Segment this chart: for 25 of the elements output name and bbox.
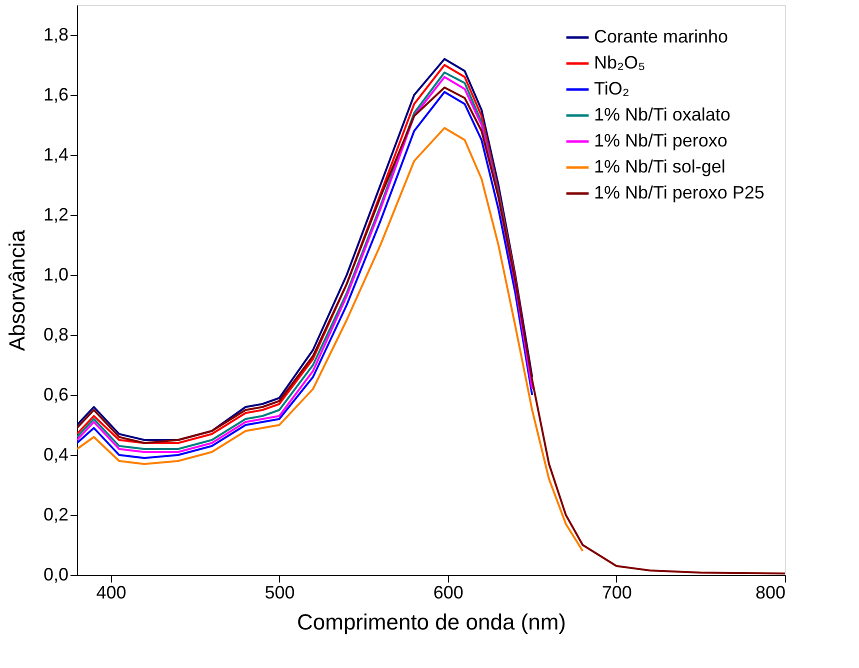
y-axis-title: Absorvância [4,229,30,352]
x-tick-label: 700 [602,582,632,602]
legend-label: 1% Nb/Ti peroxo [594,130,728,150]
x-tick-label: 400 [96,582,126,602]
y-tick-label: 0,0 [43,564,68,584]
x-tick-label: 500 [264,582,295,602]
x-axis-title: Comprimento de onda (nm) [296,610,566,634]
y-tick-label: 1,6 [43,84,68,104]
y-tick-label: 1,0 [43,264,68,284]
legend-label: 1% Nb/Ti sol-gel [594,156,726,176]
y-tick-label: 0,4 [43,444,68,464]
legend-label: TiO₂ [594,78,630,98]
x-tick-label: 800 [755,582,786,602]
y-tick-label: 1,2 [43,204,68,224]
legend-label: 1% Nb/Ti oxalato [594,104,730,124]
line-series [77,127,584,552]
legend-label: Nb₂O₅ [594,52,646,72]
y-tick-label: 0,2 [43,504,68,524]
y-tick-label: 1,8 [43,24,68,44]
y-tick-label: 0,6 [43,384,68,404]
legend-label: 1% Nb/Ti peroxo P25 [594,182,764,202]
legend-label: Corante marinho [594,26,728,46]
y-tick-label: 1,4 [43,144,68,164]
y-tick-label: 0,8 [43,324,68,344]
x-tick-label: 600 [433,582,464,602]
